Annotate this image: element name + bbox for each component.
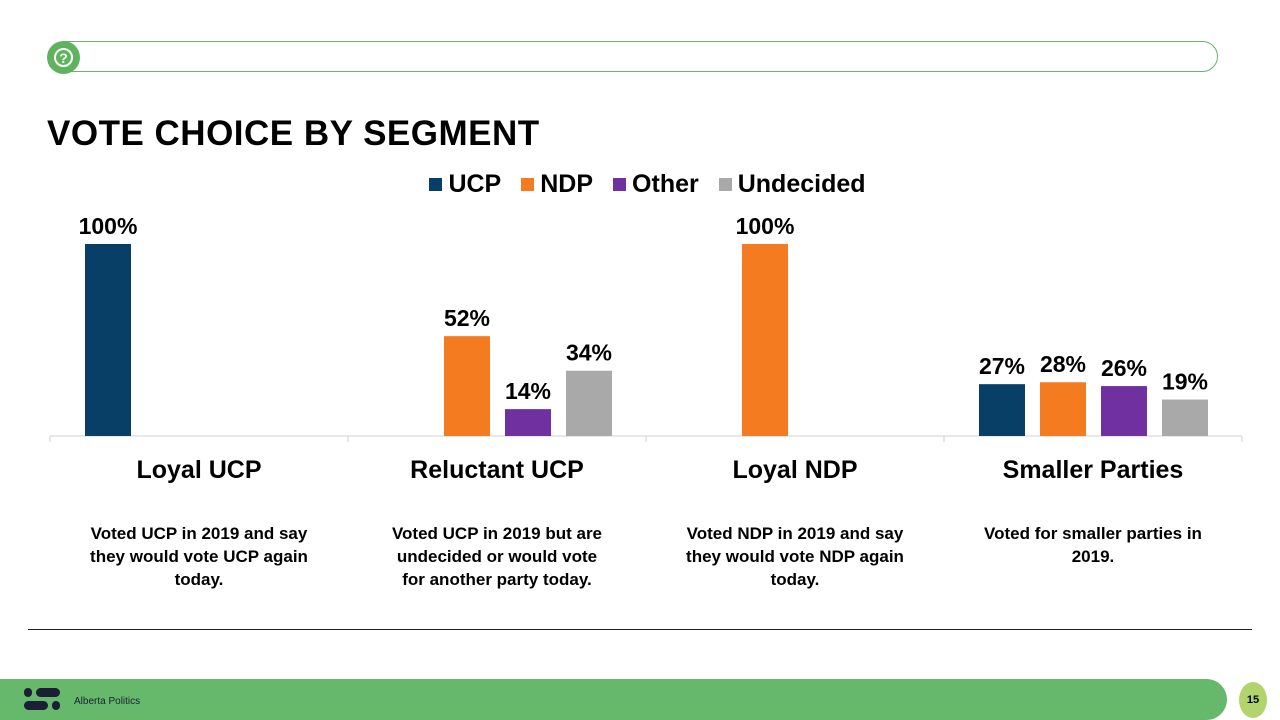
segment-description: Voted NDP in 2019 and say they would vot… [686,524,904,589]
category-label: Loyal UCP [136,456,261,484]
logo-icon [24,688,60,710]
data-label: 26% [1101,355,1147,381]
brand-name: Alberta Politics [74,696,141,707]
legend: UCP NDP Other Undecided [0,170,1280,199]
page-number: 15 [1239,682,1267,718]
segment-description: Voted UCP in 2019 but are undecided or w… [391,524,603,589]
data-label: 100% [79,213,138,239]
legend-label: NDP [540,170,594,198]
data-label: 14% [505,378,551,404]
legend-item-undecided: Undecided [718,170,866,199]
category-label: Reluctant UCP [410,456,584,484]
data-label: 34% [566,340,612,366]
legend-swatch [521,178,535,191]
bar-ucp [85,244,131,436]
page-title: VOTE CHOICE BY SEGMENT [47,114,540,153]
segment-description: Voted for smaller parties in 2019. [984,524,1202,566]
legend-item-ndp: NDP [521,170,593,199]
divider [28,629,1252,630]
data-label: 28% [1040,351,1086,377]
bar-chart: Loyal UCP 100% Reluctant UCP 52% 14% 34% Loyal… [49,213,1243,484]
bar-ndp [742,244,788,436]
bar-ucp [979,384,1025,436]
category-label: Smaller Parties [1003,456,1184,484]
bar-other [505,409,551,436]
bar-ndp [444,336,490,436]
segment-description: Voted UCP in 2019 and say they would vot… [90,524,308,589]
legend-label: UCP [448,170,502,198]
category-label: Loyal NDP [732,456,857,484]
data-label: 52% [444,305,490,331]
footer-bar [0,679,1227,720]
bar-other [1101,386,1147,436]
legend-label: Other [632,170,699,198]
question-icon: ? [47,41,80,74]
legend-label: Undecided [737,170,866,198]
bar-ndp [1040,382,1086,436]
data-label: 100% [736,213,795,239]
legend-item-other: Other [613,170,699,199]
legend-swatch [613,178,627,191]
data-label: 27% [979,353,1025,379]
legend-swatch [718,178,732,191]
bar-undecided [1162,399,1208,436]
data-label: 19% [1162,369,1208,395]
legend-swatch [429,178,443,191]
bar-undecided [566,370,612,436]
legend-item-ucp: UCP [429,170,501,199]
